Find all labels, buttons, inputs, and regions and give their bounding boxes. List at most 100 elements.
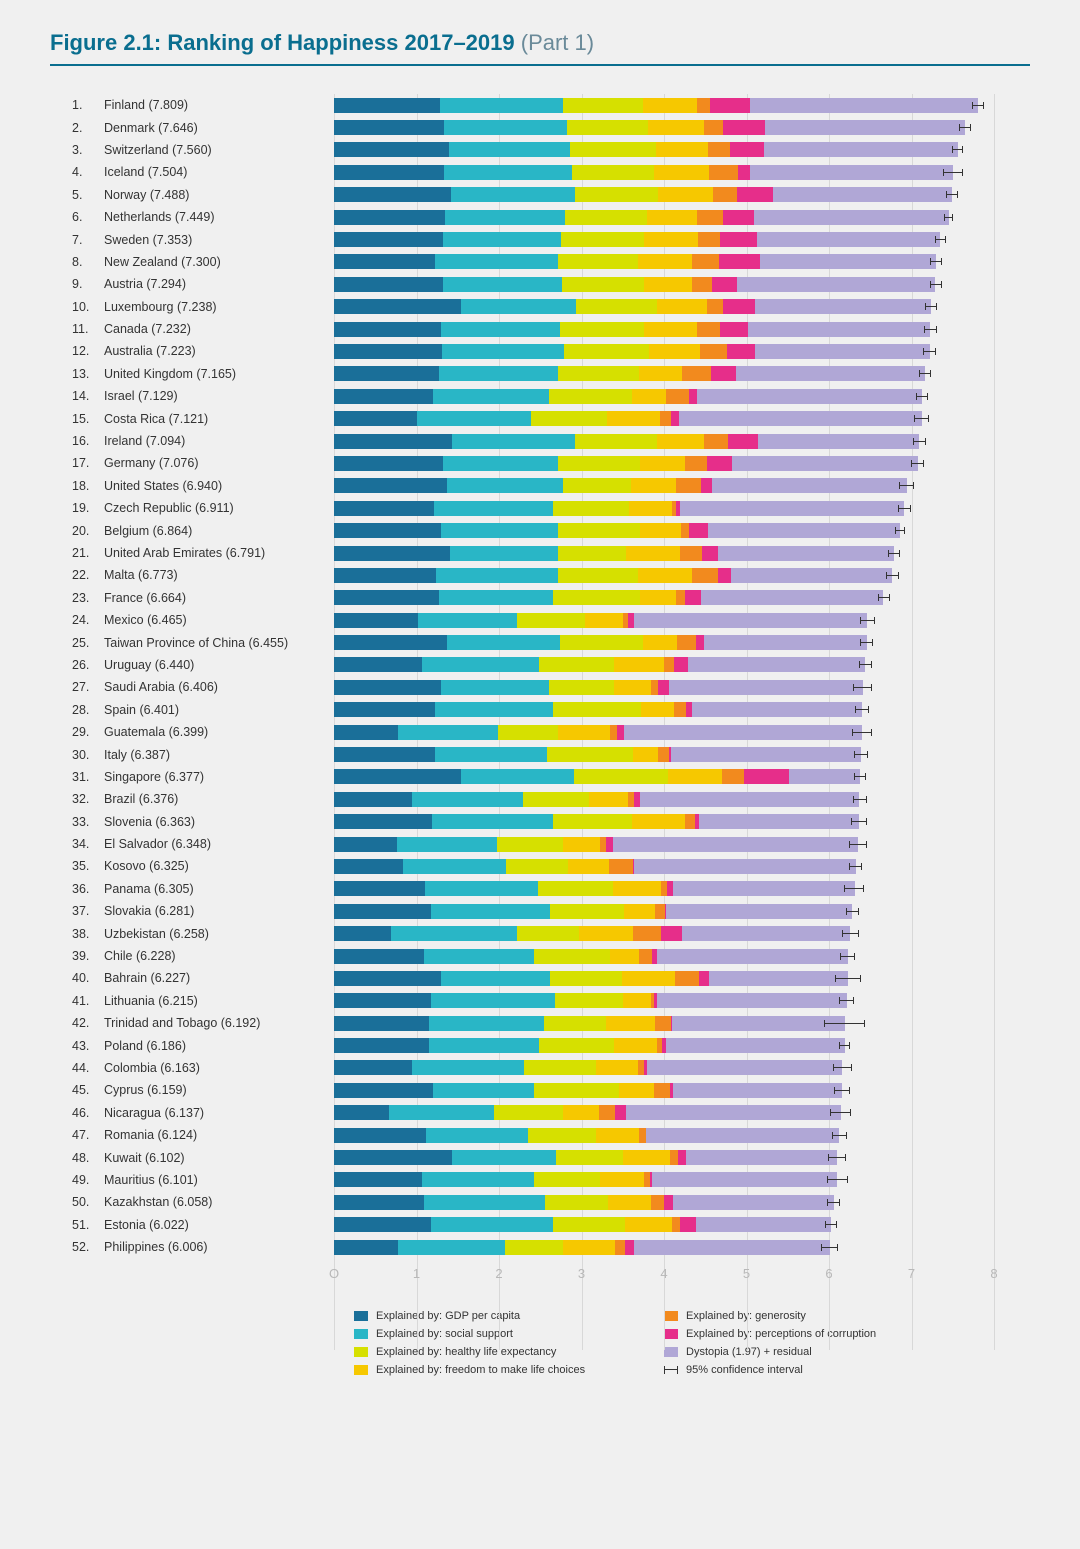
segment-freedom — [643, 635, 678, 650]
segment-gdp — [334, 299, 461, 314]
segment-dystopia — [673, 881, 855, 896]
segment-corruption — [720, 232, 757, 247]
confidence-interval — [825, 1221, 837, 1228]
country-label: United Arab Emirates (6.791) — [104, 546, 334, 560]
segment-dystopia — [789, 769, 860, 784]
country-label: Trinidad and Tobago (6.192) — [104, 1016, 334, 1030]
chart-row: 10.Luxembourg (7.238) — [70, 296, 1030, 318]
segment-corruption — [718, 568, 730, 583]
stacked-bar — [334, 1217, 831, 1232]
segment-freedom — [585, 613, 623, 628]
segment-gdp — [334, 142, 449, 157]
chart-row: 13.United Kingdom (7.165) — [70, 363, 1030, 385]
segment-dystopia — [764, 142, 958, 157]
segment-freedom — [563, 1105, 598, 1120]
country-label: Sweden (7.353) — [104, 233, 334, 247]
segment-dystopia — [666, 904, 852, 919]
country-label: Austria (7.294) — [104, 277, 334, 291]
segment-dystopia — [682, 926, 850, 941]
segment-corruption — [689, 523, 708, 538]
bar-area — [334, 590, 1030, 605]
stacked-bar — [334, 98, 978, 113]
stacked-bar — [334, 725, 862, 740]
rank-number: 15. — [70, 412, 104, 426]
ci-swatch-icon — [664, 1366, 678, 1374]
legend-item: Explained by: generosity — [664, 1310, 944, 1322]
segment-generosity — [661, 881, 668, 896]
segment-gdp — [334, 1016, 429, 1031]
bar-area — [334, 1172, 1030, 1187]
confidence-interval — [853, 796, 868, 803]
country-label: Canada (7.232) — [104, 322, 334, 336]
segment-social — [433, 389, 549, 404]
segment-generosity — [666, 389, 688, 404]
segment-gdp — [334, 187, 451, 202]
segment-health — [560, 635, 643, 650]
chart-row: 22.Malta (6.773) — [70, 564, 1030, 586]
confidence-interval — [860, 617, 875, 624]
country-label: Iceland (7.504) — [104, 165, 334, 179]
segment-corruption — [727, 344, 754, 359]
segment-freedom — [614, 657, 664, 672]
stacked-bar — [334, 411, 922, 426]
segment-generosity — [633, 926, 660, 941]
stacked-bar — [334, 344, 930, 359]
stacked-bar — [334, 254, 936, 269]
segment-generosity — [685, 814, 695, 829]
segment-dystopia — [736, 366, 925, 381]
segment-social — [398, 1240, 504, 1255]
segment-health — [565, 210, 647, 225]
segment-social — [397, 837, 498, 852]
stacked-bar — [334, 165, 953, 180]
bar-area — [334, 322, 1030, 337]
segment-health — [498, 725, 558, 740]
segment-generosity — [685, 456, 706, 471]
segment-health — [545, 1195, 608, 1210]
confidence-interval — [852, 729, 872, 736]
stacked-bar — [334, 904, 852, 919]
rank-number: 11. — [70, 322, 104, 336]
title-rule — [50, 64, 1030, 66]
segment-corruption — [737, 187, 772, 202]
confidence-interval — [827, 1176, 848, 1183]
chart-row: 52.Philippines (6.006) — [70, 1236, 1030, 1258]
chart-row: 36.Panama (6.305) — [70, 878, 1030, 900]
swatch-icon — [354, 1347, 368, 1357]
segment-social — [452, 434, 575, 449]
segment-health — [558, 254, 639, 269]
segment-social — [433, 1083, 534, 1098]
rank-number: 4. — [70, 165, 104, 179]
country-label: Ireland (7.094) — [104, 434, 334, 448]
segment-health — [534, 1083, 620, 1098]
segment-corruption — [680, 1217, 696, 1232]
segment-gdp — [334, 1060, 412, 1075]
segment-freedom — [668, 769, 722, 784]
bar-area — [334, 478, 1030, 493]
bar-area — [334, 299, 1030, 314]
segment-freedom — [622, 971, 675, 986]
confidence-interval — [972, 102, 984, 109]
rank-number: 46. — [70, 1106, 104, 1120]
segment-social — [418, 613, 517, 628]
rank-number: 22. — [70, 568, 104, 582]
segment-generosity — [682, 366, 711, 381]
confidence-interval — [828, 1154, 846, 1161]
confidence-interval — [859, 661, 872, 668]
segment-generosity — [692, 277, 712, 292]
confidence-interval — [898, 505, 911, 512]
country-label: Kazakhstan (6.058) — [104, 1195, 334, 1209]
segment-dystopia — [634, 1240, 830, 1255]
rank-number: 1. — [70, 98, 104, 112]
segment-social — [432, 814, 553, 829]
segment-health — [574, 769, 668, 784]
country-label: Switzerland (7.560) — [104, 143, 334, 157]
stacked-bar — [334, 993, 847, 1008]
segment-health — [562, 277, 645, 292]
rank-number: 37. — [70, 904, 104, 918]
segment-generosity — [697, 98, 710, 113]
segment-freedom — [596, 1060, 638, 1075]
country-label: Costa Rica (7.121) — [104, 412, 334, 426]
segment-health — [528, 1128, 596, 1143]
bar-area — [334, 142, 1030, 157]
chart-row: 31.Singapore (6.377) — [70, 766, 1030, 788]
